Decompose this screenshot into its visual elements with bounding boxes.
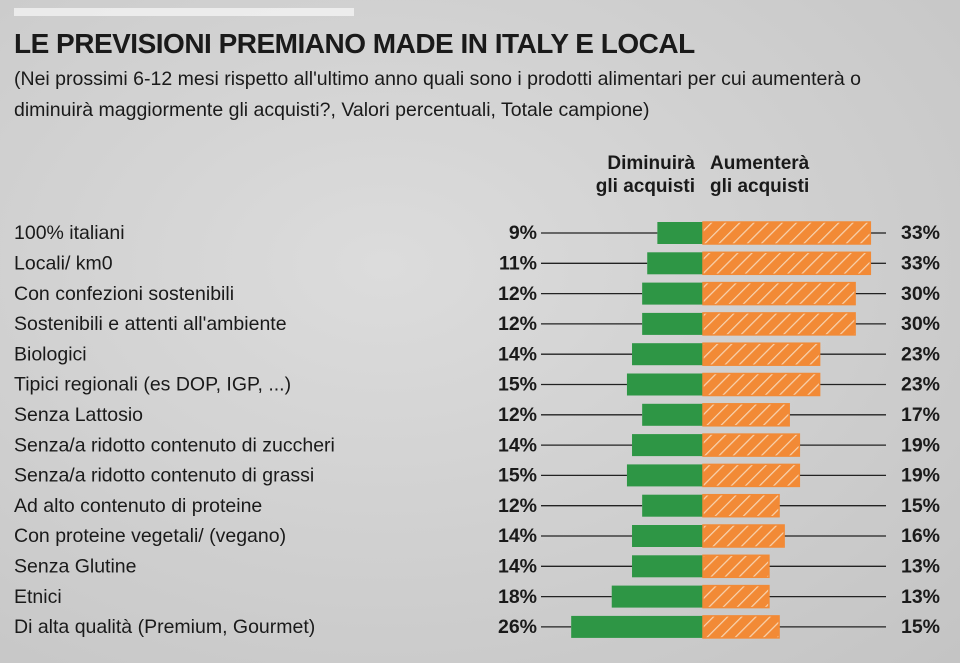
bar-decrease xyxy=(642,312,703,335)
value-label: 15% xyxy=(901,495,940,517)
value-label: 14% xyxy=(498,343,537,365)
bar-increase xyxy=(702,584,770,609)
bar-decrease xyxy=(632,555,703,578)
bar-increase xyxy=(702,615,780,639)
bar-decrease xyxy=(642,403,703,426)
value-label: 14% xyxy=(498,555,537,577)
value-label: 12% xyxy=(498,404,537,426)
bar-increase xyxy=(702,433,801,457)
bar-increase xyxy=(702,312,856,336)
bar-increase xyxy=(702,281,856,306)
value-label: 12% xyxy=(498,313,537,335)
value-label: 26% xyxy=(498,616,537,638)
legend-entry: Diminuirà gli acquisti xyxy=(595,153,695,197)
value-label: 16% xyxy=(901,525,940,547)
bar-increase xyxy=(702,403,790,427)
value-label: 9% xyxy=(509,222,537,244)
value-label: 13% xyxy=(901,555,940,577)
chart-title: LE PREVISIONI PREMIANO MADE IN ITALY E L… xyxy=(14,28,695,59)
category-label: 100% italiani xyxy=(14,222,125,244)
bar-increase xyxy=(702,372,821,397)
category-label: Di alta qualità (Premium, Gourmet) xyxy=(14,616,315,638)
category-label: Biologici xyxy=(14,343,87,365)
chart-subtitle: (Nei prossimi 6-12 mesi rispetto all'ult… xyxy=(14,68,861,121)
bar-decrease xyxy=(647,252,703,275)
value-label: 12% xyxy=(498,283,537,305)
category-label: Senza Lattosio xyxy=(14,404,143,426)
bar-decrease xyxy=(642,494,703,517)
value-label: 14% xyxy=(498,525,537,547)
bar-increase xyxy=(702,251,872,276)
value-label: 30% xyxy=(901,283,940,305)
category-label: Senza Glutine xyxy=(14,555,137,577)
bar-decrease xyxy=(611,585,703,608)
category-label: Tipici regionali (es DOP, IGP, ...) xyxy=(14,374,291,396)
bar-decrease xyxy=(571,615,703,638)
value-label: 15% xyxy=(498,465,537,487)
category-label: Senza/a ridotto contenuto di zuccheri xyxy=(14,434,335,456)
value-label: 15% xyxy=(498,374,537,396)
category-label: Locali/ km0 xyxy=(14,252,113,274)
category-label: Sostenibili e attenti all'ambiente xyxy=(14,313,287,335)
value-label: 33% xyxy=(901,252,940,274)
bar-increase xyxy=(702,524,785,548)
category-label: Senza/a ridotto contenuto di grassi xyxy=(14,465,314,487)
value-label: 33% xyxy=(901,222,940,244)
bar-decrease xyxy=(657,222,703,244)
bar-increase xyxy=(702,463,801,488)
category-label: Etnici xyxy=(14,586,62,608)
value-label: 23% xyxy=(901,343,940,365)
value-label: 23% xyxy=(901,374,940,396)
category-label: Con confezioni sostenibili xyxy=(14,283,234,305)
value-label: 19% xyxy=(901,465,940,487)
bar-decrease xyxy=(632,525,703,547)
value-label: 15% xyxy=(901,616,940,638)
value-label: 17% xyxy=(901,404,940,426)
value-label: 30% xyxy=(901,313,940,335)
legend-entry: Aumenterà gli acquisti xyxy=(710,153,810,197)
bar-decrease xyxy=(626,373,703,396)
value-label: 18% xyxy=(498,586,537,608)
bar-increase xyxy=(702,342,821,366)
bar-increase xyxy=(702,221,872,245)
bar-decrease xyxy=(626,464,703,487)
bar-decrease xyxy=(632,343,703,366)
value-label: 14% xyxy=(498,434,537,456)
value-label: 12% xyxy=(498,495,537,517)
value-label: 13% xyxy=(901,586,940,608)
category-label: Ad alto contenuto di proteine xyxy=(14,495,262,517)
category-label: Con proteine vegetali/ (vegano) xyxy=(14,525,286,547)
bar-increase xyxy=(702,493,780,518)
bar-decrease xyxy=(632,434,703,457)
bar-decrease xyxy=(642,282,703,305)
decor-stripes xyxy=(14,8,354,16)
value-label: 19% xyxy=(901,434,940,456)
bar-increase xyxy=(702,554,770,579)
value-label: 11% xyxy=(499,252,537,274)
